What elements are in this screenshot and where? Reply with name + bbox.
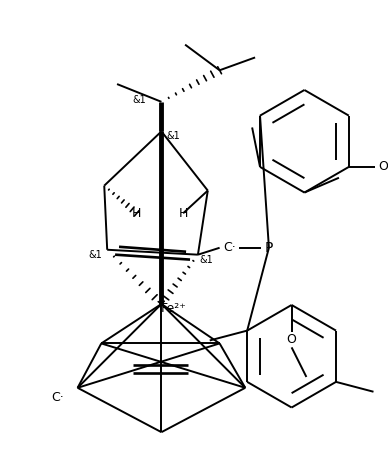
Text: C·: C· bbox=[52, 391, 64, 404]
Text: &1: &1 bbox=[132, 95, 146, 105]
Text: &1: &1 bbox=[166, 131, 180, 141]
Text: H: H bbox=[132, 207, 142, 220]
Text: P: P bbox=[265, 241, 273, 255]
Text: Fe²⁺: Fe²⁺ bbox=[160, 302, 186, 315]
Text: &1: &1 bbox=[88, 250, 102, 260]
Text: H: H bbox=[178, 207, 188, 220]
Text: C·: C· bbox=[223, 241, 236, 254]
Text: O: O bbox=[378, 160, 388, 174]
Text: &1: &1 bbox=[199, 255, 213, 265]
Text: O: O bbox=[287, 333, 296, 346]
